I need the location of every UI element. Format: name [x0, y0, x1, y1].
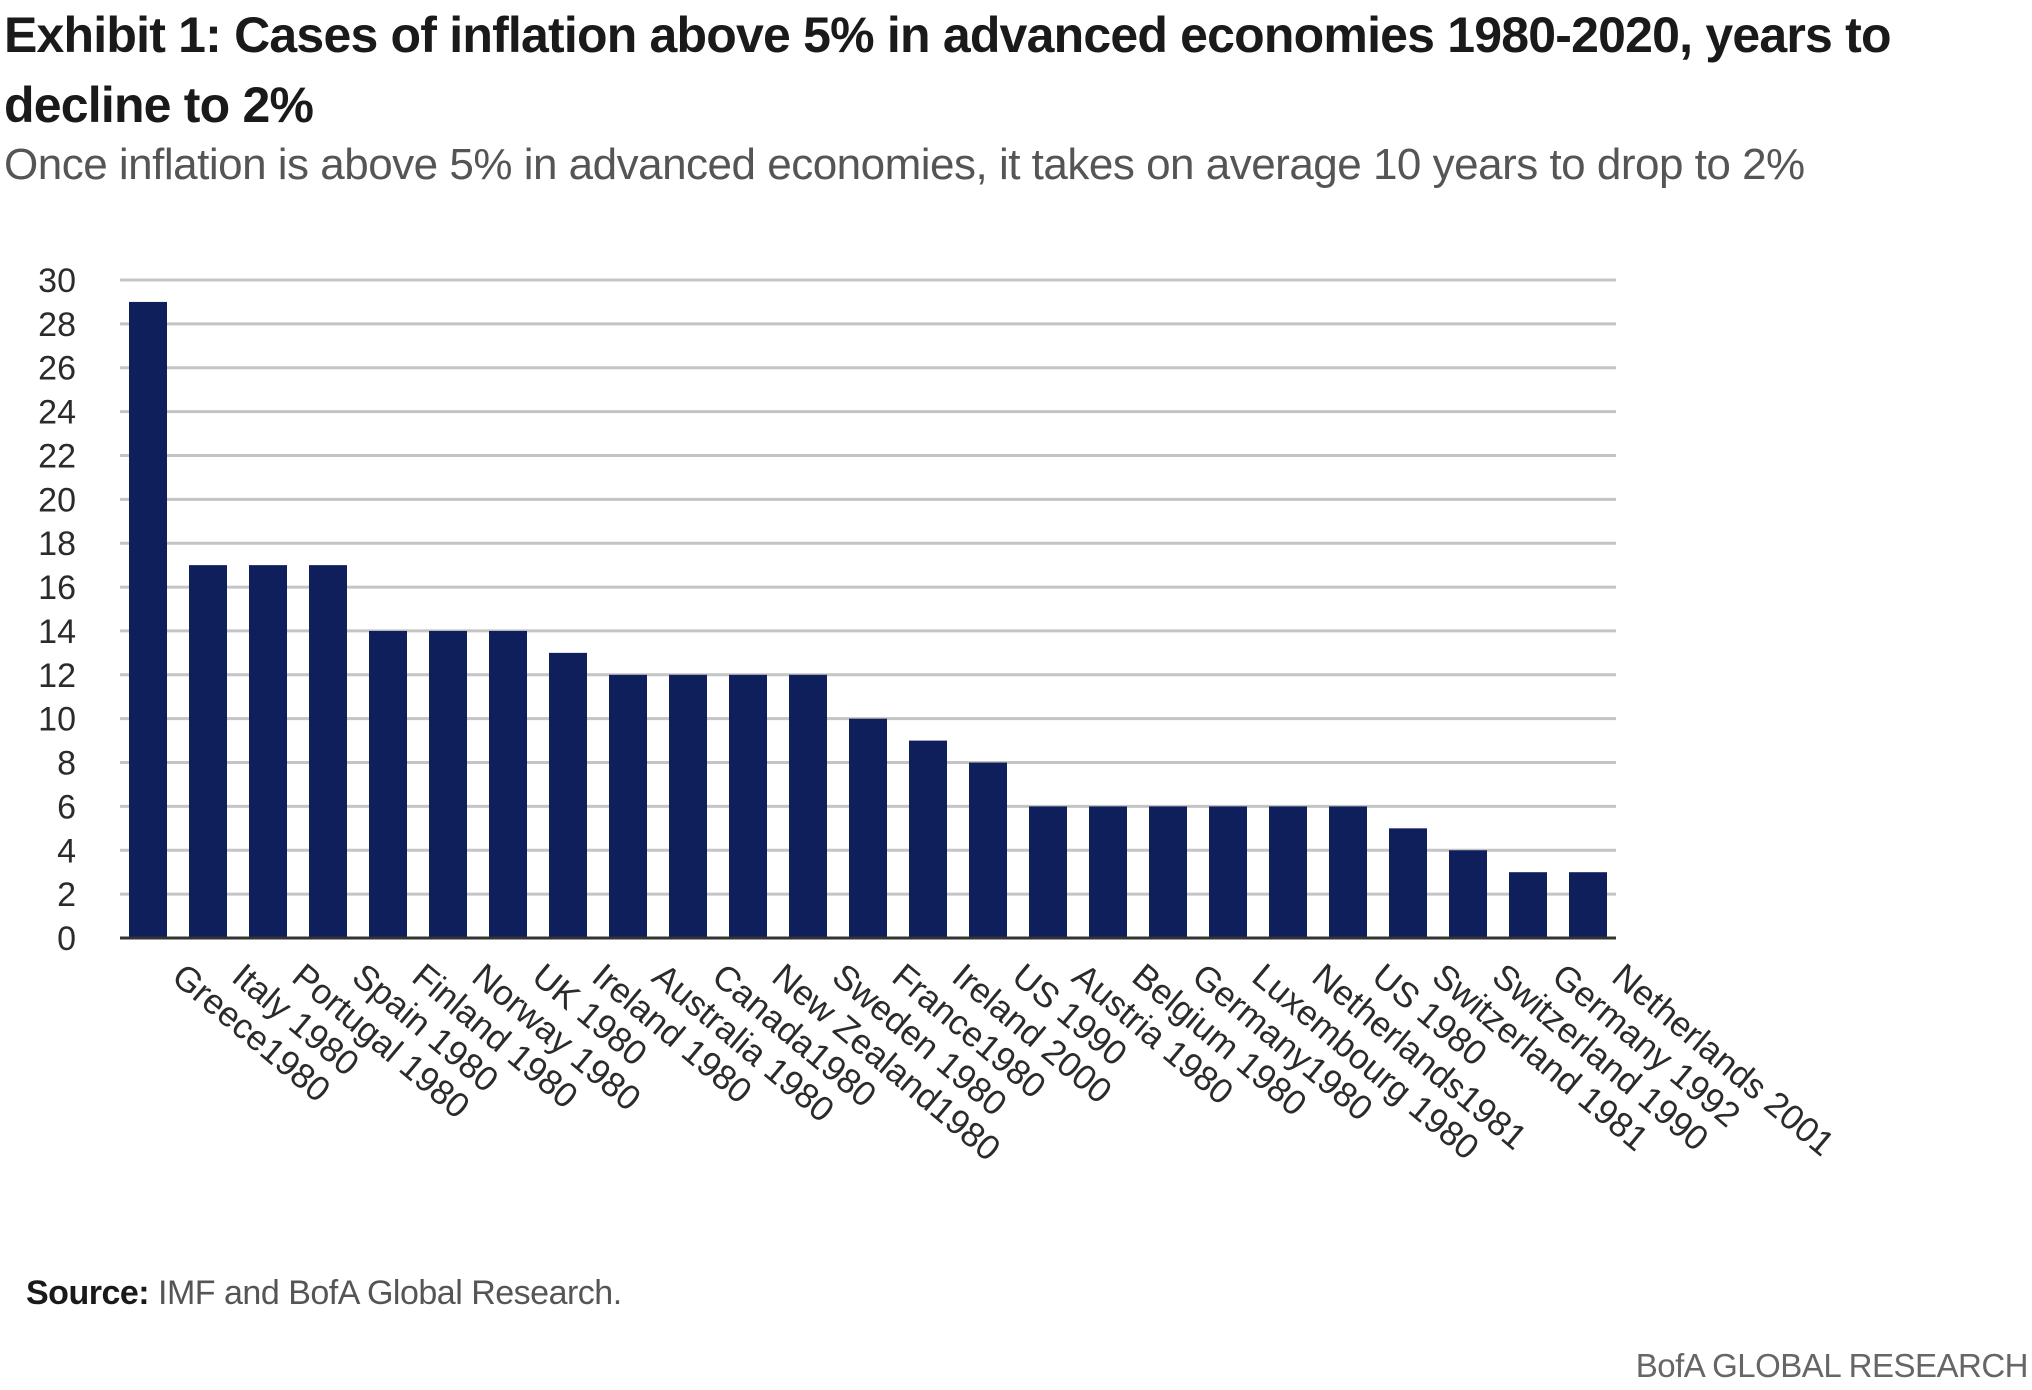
- bar: [1449, 850, 1487, 938]
- bar: [489, 630, 527, 938]
- bar: [1569, 872, 1607, 938]
- bar: [849, 718, 887, 938]
- bar: [909, 740, 947, 938]
- source-note: Source: IMF and BofA Global Research.: [26, 1274, 622, 1313]
- source-text: IMF and BofA Global Research.: [149, 1274, 622, 1312]
- y-tick-label: 28: [38, 306, 76, 344]
- y-tick-label: 6: [57, 788, 76, 826]
- brand-label: BofA GLOBAL RESEARCH: [1635, 1347, 2029, 1384]
- bar: [1269, 806, 1307, 938]
- bars: [129, 301, 1607, 938]
- bar: [1089, 806, 1127, 938]
- y-tick-label: 2: [57, 876, 76, 914]
- bar: [1509, 872, 1547, 938]
- bar: [1029, 806, 1067, 938]
- y-tick-label: 14: [38, 613, 76, 651]
- chart-subtitle: Once inflation is above 5% in advanced e…: [4, 140, 1805, 189]
- bar: [249, 565, 287, 938]
- bar: [1389, 828, 1427, 938]
- y-tick-label: 22: [38, 437, 76, 475]
- bar: [1329, 806, 1367, 938]
- y-tick-label: 18: [38, 525, 76, 563]
- y-tick-label: 12: [38, 657, 76, 695]
- bar: [549, 652, 587, 938]
- bar: [729, 674, 767, 938]
- chart-title: Exhibit 1: Cases of inflation above 5% i…: [4, 7, 1892, 133]
- y-tick-label: 26: [38, 350, 76, 388]
- y-tick-label: 16: [38, 569, 76, 607]
- y-tick-label: 0: [57, 920, 76, 958]
- source-label: Source:: [26, 1274, 150, 1312]
- bar: [369, 630, 407, 938]
- bar: [1149, 806, 1187, 938]
- bar: [129, 301, 167, 938]
- bar: [189, 565, 227, 938]
- bar: [1209, 806, 1247, 938]
- y-tick-label: 20: [38, 481, 76, 519]
- y-tick-label: 8: [57, 745, 76, 783]
- y-tick-label: 10: [38, 701, 76, 739]
- bar: [309, 565, 347, 938]
- bar: [609, 674, 647, 938]
- y-tick-label: 4: [57, 832, 76, 870]
- bar: [969, 762, 1007, 938]
- bar: [429, 630, 467, 938]
- bar: [669, 674, 707, 938]
- y-tick-label: 24: [38, 394, 76, 432]
- bar: [789, 674, 827, 938]
- y-tick-label: 30: [38, 262, 76, 300]
